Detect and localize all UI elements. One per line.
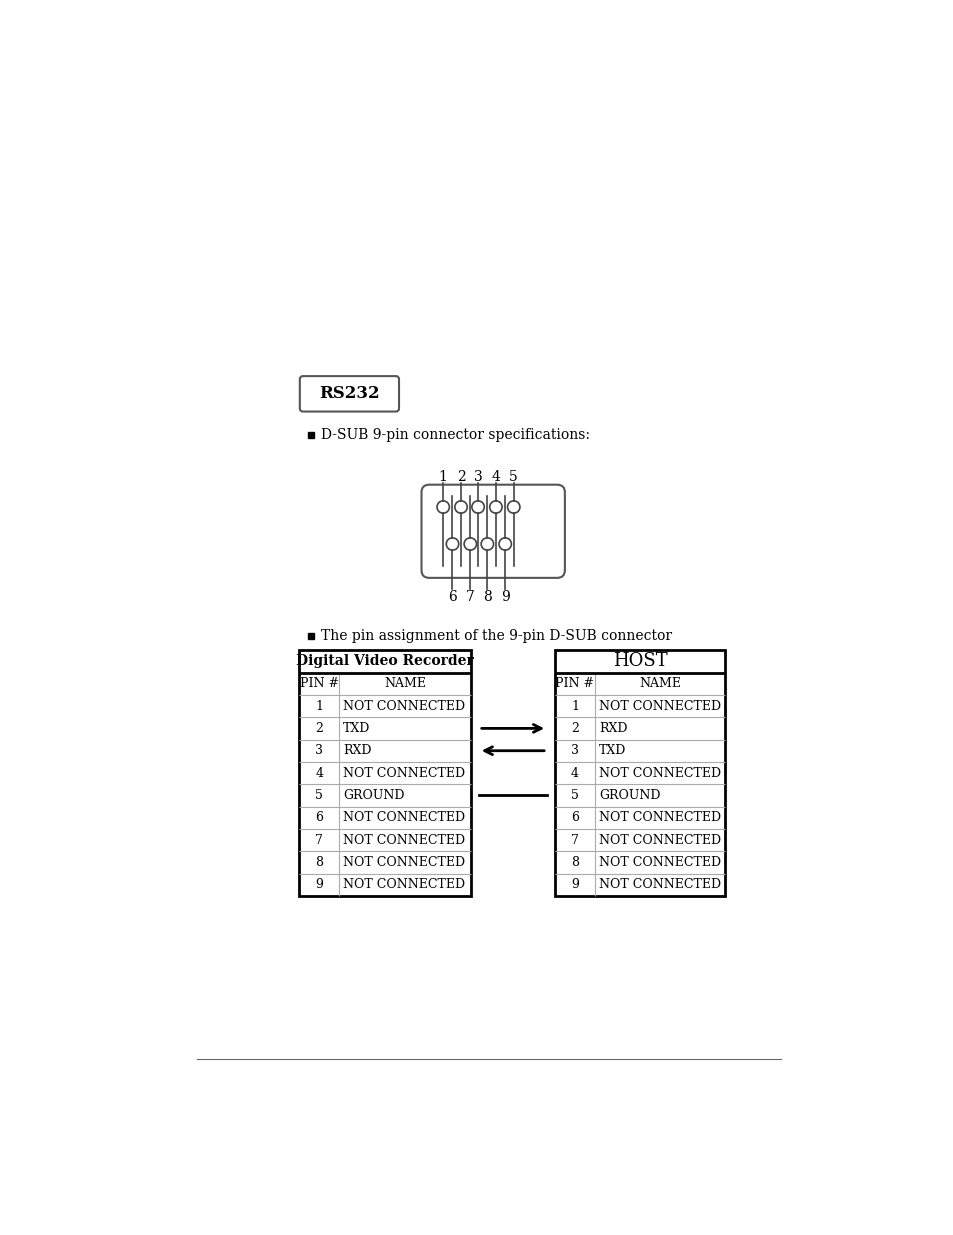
Text: 8: 8 (570, 856, 578, 869)
Text: D-SUB 9-pin connector specifications:: D-SUB 9-pin connector specifications: (320, 429, 589, 442)
Text: RXD: RXD (598, 722, 627, 735)
Text: 1: 1 (570, 699, 578, 713)
Text: 3: 3 (474, 471, 482, 484)
Text: 3: 3 (570, 745, 578, 757)
Text: NOT CONNECTED: NOT CONNECTED (343, 856, 465, 869)
Text: NOT CONNECTED: NOT CONNECTED (598, 699, 720, 713)
Text: The pin assignment of the 9-pin D-SUB connector: The pin assignment of the 9-pin D-SUB co… (320, 629, 671, 642)
Text: 2: 2 (314, 722, 323, 735)
Text: 4: 4 (570, 767, 578, 779)
Text: 6: 6 (570, 811, 578, 824)
Text: 8: 8 (482, 590, 491, 604)
Text: 1: 1 (314, 699, 323, 713)
Text: NOT CONNECTED: NOT CONNECTED (598, 878, 720, 892)
Text: 8: 8 (314, 856, 323, 869)
Text: NOT CONNECTED: NOT CONNECTED (343, 767, 465, 779)
Text: RS232: RS232 (318, 385, 379, 403)
Text: NOT CONNECTED: NOT CONNECTED (598, 767, 720, 779)
Text: 2: 2 (571, 722, 578, 735)
Text: GROUND: GROUND (343, 789, 404, 802)
Text: 9: 9 (500, 590, 509, 604)
Text: 4: 4 (314, 767, 323, 779)
Text: PIN #: PIN # (299, 677, 338, 690)
Text: 4: 4 (491, 471, 499, 484)
Text: NOT CONNECTED: NOT CONNECTED (598, 811, 720, 824)
Text: NOT CONNECTED: NOT CONNECTED (598, 834, 720, 846)
Text: Digital Video Recorder: Digital Video Recorder (295, 655, 474, 668)
Text: 7: 7 (465, 590, 475, 604)
Text: 2: 2 (456, 471, 465, 484)
Text: RXD: RXD (343, 745, 372, 757)
Text: 6: 6 (314, 811, 323, 824)
Text: 7: 7 (314, 834, 323, 846)
Text: NOT CONNECTED: NOT CONNECTED (343, 699, 465, 713)
Text: 5: 5 (509, 471, 517, 484)
Text: 1: 1 (438, 471, 447, 484)
Text: GROUND: GROUND (598, 789, 659, 802)
Text: NOT CONNECTED: NOT CONNECTED (343, 811, 465, 824)
Text: PIN #: PIN # (555, 677, 594, 690)
Text: 9: 9 (571, 878, 578, 892)
Text: HOST: HOST (612, 652, 667, 671)
Text: TXD: TXD (598, 745, 626, 757)
Text: NOT CONNECTED: NOT CONNECTED (343, 878, 465, 892)
Text: 5: 5 (314, 789, 323, 802)
Text: NAME: NAME (639, 677, 680, 690)
Text: 7: 7 (571, 834, 578, 846)
Text: TXD: TXD (343, 722, 370, 735)
Text: NOT CONNECTED: NOT CONNECTED (598, 856, 720, 869)
Text: NAME: NAME (384, 677, 426, 690)
FancyBboxPatch shape (299, 377, 398, 411)
Text: 9: 9 (314, 878, 323, 892)
Text: 3: 3 (314, 745, 323, 757)
Text: NOT CONNECTED: NOT CONNECTED (343, 834, 465, 846)
Text: 6: 6 (448, 590, 456, 604)
FancyBboxPatch shape (421, 484, 564, 578)
Text: 5: 5 (571, 789, 578, 802)
